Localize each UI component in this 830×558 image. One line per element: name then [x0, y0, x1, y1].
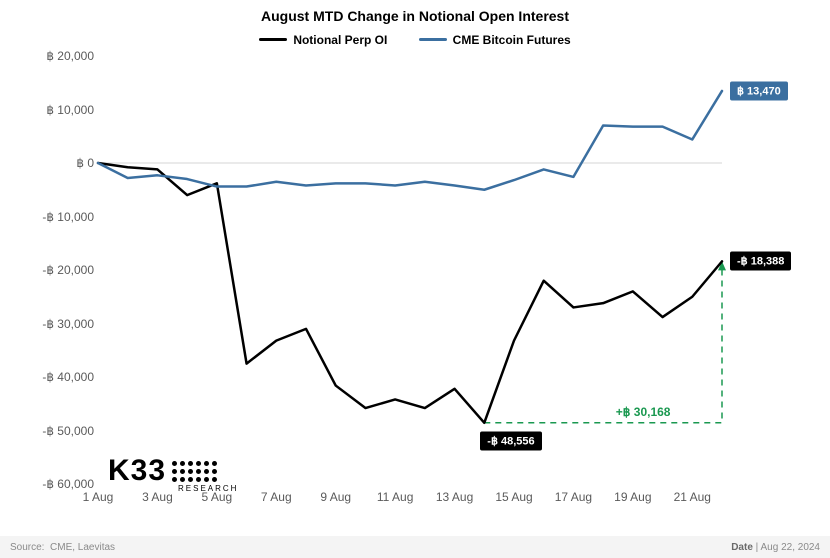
y-tick-label: -฿ 60,000 — [0, 477, 94, 491]
x-tick-label: 9 Aug — [320, 490, 351, 504]
legend-label-cme: CME Bitcoin Futures — [453, 33, 571, 47]
delta-label: +฿ 30,168 — [616, 405, 671, 419]
logo-dots — [172, 461, 217, 482]
min-point-label: -฿ 48,556 — [480, 431, 541, 450]
chart-title: August MTD Change in Notional Open Inter… — [0, 8, 830, 24]
x-tick-label: 13 Aug — [436, 490, 473, 504]
chart-legend: Notional Perp OI CME Bitcoin Futures — [0, 30, 830, 47]
chart-container: August MTD Change in Notional Open Inter… — [0, 0, 830, 558]
logo-text: K33 — [108, 454, 166, 488]
series-end-label: -฿ 18,388 — [730, 252, 791, 271]
legend-swatch-cme — [419, 38, 447, 41]
y-tick-label: ฿ 10,000 — [0, 103, 94, 117]
x-tick-label: 7 Aug — [261, 490, 292, 504]
x-tick-label: 17 Aug — [555, 490, 592, 504]
plot-area — [98, 56, 782, 508]
x-tick-label: 21 Aug — [674, 490, 711, 504]
x-tick-label: 11 Aug — [377, 490, 413, 504]
k33-logo: K33 — [108, 454, 217, 488]
y-tick-label: -฿ 30,000 — [0, 317, 94, 331]
y-tick-label: -฿ 10,000 — [0, 210, 94, 224]
legend-swatch-perp — [259, 38, 287, 41]
y-tick-label: ฿ 20,000 — [0, 49, 94, 63]
y-tick-label: -฿ 40,000 — [0, 370, 94, 384]
legend-item-cme: CME Bitcoin Futures — [419, 33, 571, 47]
x-tick-label: 19 Aug — [614, 490, 651, 504]
x-tick-label: 5 Aug — [201, 490, 232, 504]
footer: Source: CME, Laevitas Date | Aug 22, 202… — [0, 536, 830, 558]
legend-label-perp: Notional Perp OI — [293, 33, 387, 47]
source-text: Source: CME, Laevitas — [10, 542, 115, 553]
x-tick-label: 1 Aug — [83, 490, 114, 504]
x-tick-label: 3 Aug — [142, 490, 173, 504]
date-text: Date | Aug 22, 2024 — [731, 542, 820, 553]
chart-svg — [98, 56, 782, 508]
x-tick-label: 15 Aug — [495, 490, 532, 504]
legend-item-perp: Notional Perp OI — [259, 33, 387, 47]
y-tick-label: -฿ 20,000 — [0, 263, 94, 277]
y-tick-label: -฿ 50,000 — [0, 424, 94, 438]
series-end-label: ฿ 13,470 — [730, 81, 788, 100]
y-tick-label: ฿ 0 — [0, 156, 94, 170]
